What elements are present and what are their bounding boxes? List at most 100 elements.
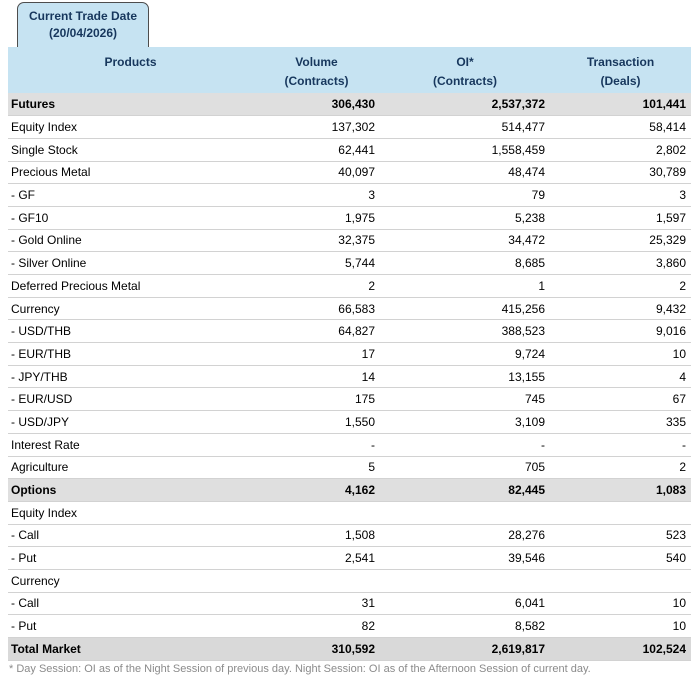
volume-cell: 2,541 xyxy=(253,546,380,570)
table-row: - Gold Online 32,375 34,472 25,329 xyxy=(8,229,691,253)
column-header-products: Products xyxy=(8,47,253,93)
oi-cell: 79 xyxy=(380,183,550,207)
oi-cell: 415,256 xyxy=(380,297,550,321)
table-row: - Put 2,541 39,546 540 xyxy=(8,546,691,570)
table-row: - Call 31 6,041 10 xyxy=(8,592,691,616)
tab-current-trade-date[interactable]: Current Trade Date (20/04/2026) xyxy=(17,2,149,47)
transaction-cell: 2 xyxy=(550,456,691,480)
transaction-cell: 2 xyxy=(550,274,691,298)
transaction-cell: 2,802 xyxy=(550,138,691,162)
transaction-cell: 10 xyxy=(550,592,691,616)
transaction-cell: 25,329 xyxy=(550,229,691,253)
volume-cell: 175 xyxy=(253,387,380,412)
transaction-cell: 9,432 xyxy=(550,297,691,321)
table-row: Deferred Precious Metal 2 1 2 xyxy=(8,274,691,298)
product-cell: Total Market xyxy=(8,637,253,661)
product-cell: - Call xyxy=(8,524,253,548)
product-cell: Currency xyxy=(8,569,253,593)
oi-cell: 2,619,817 xyxy=(380,637,550,661)
oi-cell: 8,582 xyxy=(380,614,550,638)
oi-cell: 2,537,372 xyxy=(380,93,550,117)
product-cell: - EUR/USD xyxy=(8,387,253,412)
product-cell: - Gold Online xyxy=(8,229,253,253)
market-summary-table-wrap: Products Volume (Contracts) OI* (Contrac… xyxy=(8,47,691,661)
volume-cell: 5 xyxy=(253,456,380,480)
product-cell: - JPY/THB xyxy=(8,365,253,389)
oi-cell: 13,155 xyxy=(380,365,550,389)
oi-cell: 9,724 xyxy=(380,342,550,366)
transaction-cell: 10 xyxy=(550,342,691,366)
volume-cell: 14 xyxy=(253,365,380,389)
transaction-cell: 9,016 xyxy=(550,319,691,344)
table-row: Agriculture 5 705 2 xyxy=(8,456,691,480)
product-cell: Deferred Precious Metal xyxy=(8,274,253,298)
product-cell: Options xyxy=(8,478,253,502)
oi-session-footnote: * Day Session: OI as of the Night Sessio… xyxy=(9,663,591,675)
transaction-cell: 1,083 xyxy=(550,478,691,502)
product-cell: - GF xyxy=(8,183,253,207)
table-row: Options 4,162 82,445 1,083 xyxy=(8,478,691,502)
transaction-cell: 67 xyxy=(550,387,691,412)
product-cell: - USD/JPY xyxy=(8,410,253,434)
table-row: Futures 306,430 2,537,372 101,441 xyxy=(8,93,691,117)
volume-cell: 310,592 xyxy=(253,637,380,661)
transaction-cell: 523 xyxy=(550,524,691,548)
product-cell: Currency xyxy=(8,297,253,321)
volume-cell: 62,441 xyxy=(253,138,380,162)
product-cell: - Silver Online xyxy=(8,251,253,275)
column-header-oi: OI* (Contracts) xyxy=(380,47,550,93)
column-header-transaction: Transaction (Deals) xyxy=(550,47,691,93)
transaction-cell: 1,597 xyxy=(550,206,691,230)
volume-cell xyxy=(253,569,380,593)
table-row: - Call 1,508 28,276 523 xyxy=(8,524,691,548)
table-row: Currency 66,583 415,256 9,432 xyxy=(8,297,691,321)
transaction-cell: 3 xyxy=(550,183,691,207)
table-row: Equity Index xyxy=(8,501,691,525)
volume-cell: 137,302 xyxy=(253,115,380,139)
volume-cell: 1,508 xyxy=(253,524,380,548)
oi-cell: 48,474 xyxy=(380,161,550,185)
oi-cell: 34,472 xyxy=(380,229,550,253)
product-cell: Equity Index xyxy=(8,501,253,525)
tab-date: (20/04/2026) xyxy=(48,26,118,40)
product-cell: - Put xyxy=(8,546,253,570)
oi-cell: 1 xyxy=(380,274,550,298)
transaction-cell: 30,789 xyxy=(550,161,691,185)
transaction-cell: 102,524 xyxy=(550,637,691,661)
transaction-cell: 4 xyxy=(550,365,691,389)
volume-cell: 3 xyxy=(253,183,380,207)
transaction-cell: 335 xyxy=(550,410,691,434)
product-cell: Equity Index xyxy=(8,115,253,139)
oi-cell: 745 xyxy=(380,387,550,412)
transaction-cell: 540 xyxy=(550,546,691,570)
volume-cell: 5,744 xyxy=(253,251,380,275)
product-cell: Futures xyxy=(8,93,253,117)
oi-cell: 28,276 xyxy=(380,524,550,548)
oi-cell xyxy=(380,501,550,525)
table-row: - Put 82 8,582 10 xyxy=(8,614,691,638)
table-header: Products Volume (Contracts) OI* (Contrac… xyxy=(8,47,691,93)
volume-cell: 66,583 xyxy=(253,297,380,321)
product-cell: Single Stock xyxy=(8,138,253,162)
product-cell: - Call xyxy=(8,592,253,616)
table-row: Total Market 310,592 2,619,817 102,524 xyxy=(8,637,691,661)
table-row: - EUR/USD 175 745 67 xyxy=(8,387,691,412)
table-row: - JPY/THB 14 13,155 4 xyxy=(8,365,691,389)
volume-cell: 17 xyxy=(253,342,380,366)
transaction-cell: - xyxy=(550,433,691,457)
oi-cell: 514,477 xyxy=(380,115,550,139)
oi-cell: 5,238 xyxy=(380,206,550,230)
oi-cell: 388,523 xyxy=(380,319,550,344)
volume-cell: 64,827 xyxy=(253,319,380,344)
volume-cell: 4,162 xyxy=(253,478,380,502)
volume-cell: - xyxy=(253,433,380,457)
volume-cell: 306,430 xyxy=(253,93,380,117)
table-row: Precious Metal 40,097 48,474 30,789 xyxy=(8,161,691,185)
transaction-cell: 101,441 xyxy=(550,93,691,117)
volume-cell: 31 xyxy=(253,592,380,616)
oi-cell: 6,041 xyxy=(380,592,550,616)
table-row: - EUR/THB 17 9,724 10 xyxy=(8,342,691,366)
table-row: Currency xyxy=(8,569,691,593)
volume-cell: 1,550 xyxy=(253,410,380,434)
